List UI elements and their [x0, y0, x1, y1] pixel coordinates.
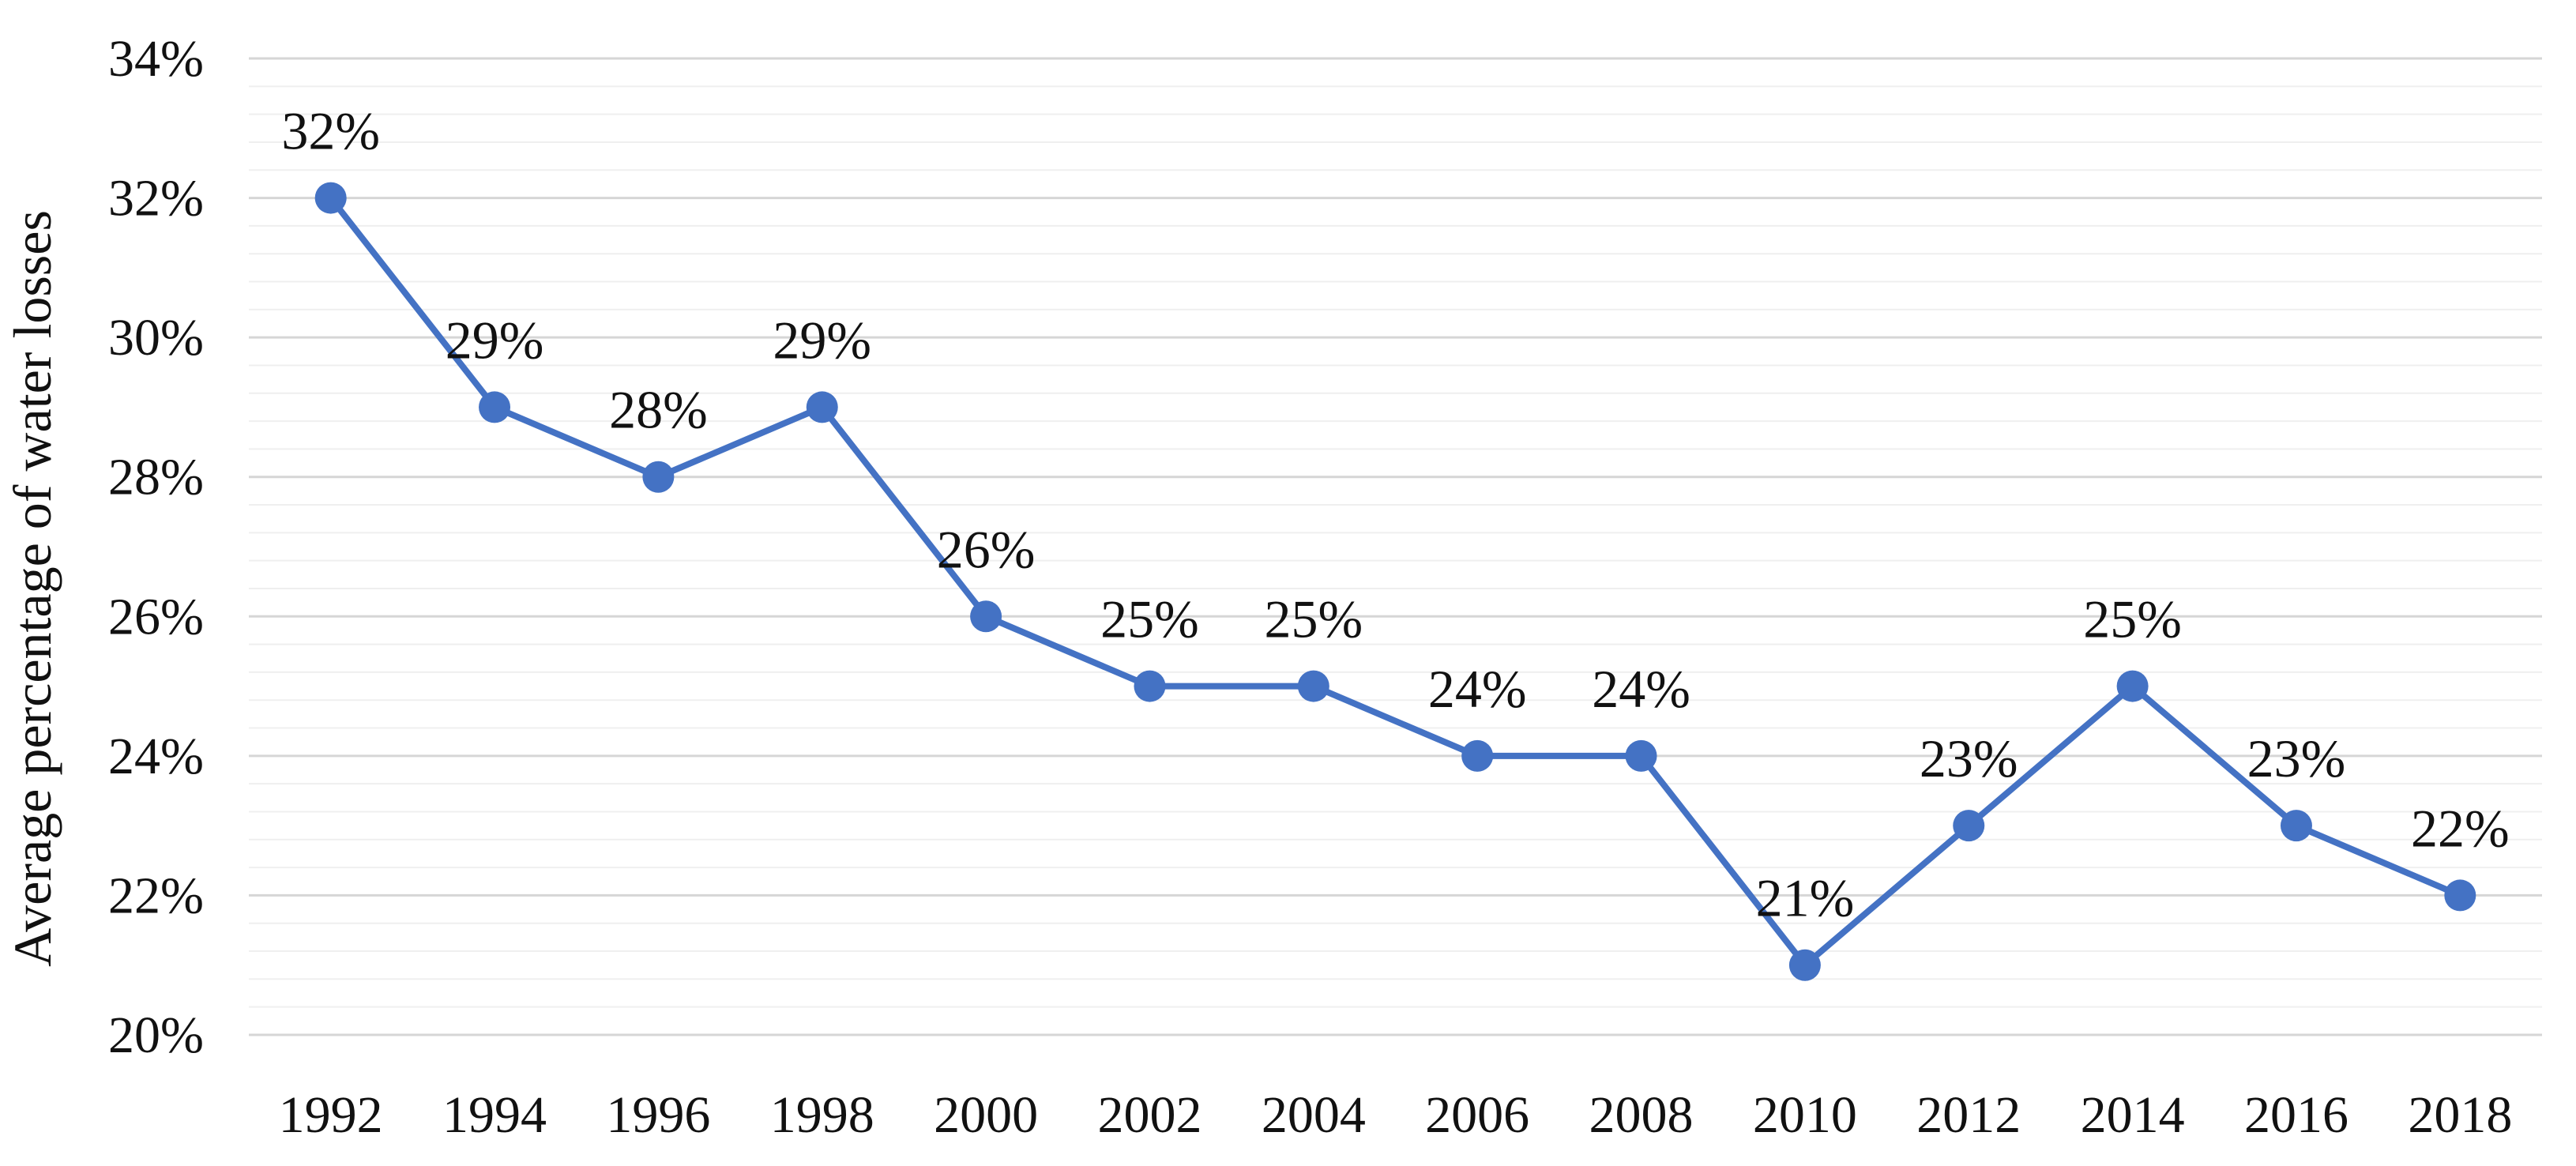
data-label-2002: 25% — [1100, 589, 1199, 649]
y-tick-label-32: 32% — [108, 170, 204, 228]
x-tick-label-1994: 1994 — [442, 1086, 547, 1144]
y-tick-label-20: 20% — [108, 1006, 204, 1064]
x-tick-label-2004: 2004 — [1262, 1086, 1366, 1144]
data-point-2012 — [1953, 810, 1985, 842]
x-tick-label-2016: 2016 — [2244, 1086, 2348, 1144]
x-tick-label-2014: 2014 — [2081, 1086, 2185, 1144]
data-point-1996 — [642, 461, 675, 493]
data-point-2014 — [2116, 670, 2149, 702]
x-tick-label-1992: 1992 — [279, 1086, 383, 1144]
data-label-2010: 21% — [1756, 868, 1855, 928]
data-point-2004 — [1297, 670, 1329, 702]
y-tick-label-24: 24% — [108, 728, 204, 785]
data-label-1992: 32% — [281, 101, 380, 161]
data-label-2006: 24% — [1428, 659, 1527, 719]
series-water-losses — [314, 182, 2476, 981]
data-point-2016 — [2280, 810, 2312, 842]
data-label-1996: 28% — [609, 380, 708, 440]
data-point-markers — [314, 182, 2476, 981]
y-tick-label-28: 28% — [108, 449, 204, 506]
x-tick-label-2010: 2010 — [1753, 1086, 1857, 1144]
x-tick-label-1996: 1996 — [606, 1086, 710, 1144]
y-tick-label-22: 22% — [108, 867, 204, 924]
data-label-2004: 25% — [1264, 589, 1363, 649]
x-tick-label-2006: 2006 — [1425, 1086, 1529, 1144]
y-tick-label-26: 26% — [108, 588, 204, 645]
x-tick-label-2012: 2012 — [1916, 1086, 2021, 1144]
x-tick-label-2002: 2002 — [1097, 1086, 1202, 1144]
data-label-2018: 22% — [2411, 798, 2510, 858]
data-point-2002 — [1134, 670, 1166, 702]
data-label-1994: 29% — [446, 310, 544, 370]
data-point-1998 — [806, 391, 838, 423]
y-tick-label-34: 34% — [108, 30, 204, 88]
data-label-2008: 24% — [1592, 659, 1690, 719]
data-point-2000 — [970, 600, 1002, 633]
data-label-2016: 23% — [2247, 728, 2346, 788]
gridlines-minor — [249, 85, 2542, 1008]
data-point-2008 — [1625, 739, 1657, 772]
y-axis-title: Average percentage of water losses — [2, 210, 62, 967]
x-tick-label-2018: 2018 — [2408, 1086, 2512, 1144]
data-label-2014: 25% — [2083, 589, 2182, 649]
gridlines-major — [249, 57, 2542, 1036]
data-point-2018 — [2444, 879, 2476, 912]
x-tick-label-2000: 2000 — [934, 1086, 1038, 1144]
data-label-2012: 23% — [1920, 728, 2018, 788]
y-tick-label-30: 30% — [108, 309, 204, 367]
data-point-2006 — [1461, 739, 1494, 772]
x-tick-label-2008: 2008 — [1589, 1086, 1694, 1144]
data-label-2000: 26% — [937, 519, 1036, 579]
data-point-2010 — [1788, 949, 1821, 981]
x-tick-label-1998: 1998 — [770, 1086, 874, 1144]
series-line — [327, 194, 2464, 969]
x-axis-tick-labels: 1992 1994 1996 1998 2000 2002 2004 2006 2008 2010… — [279, 1086, 2513, 1144]
data-labels: 32% 29% 28% 29% 26% 25% 25% 24% 24% 21% 23% 25% 23% 2… — [281, 101, 2509, 928]
y-axis-tick-labels: 20% 22% 24% 26% 28% 30% 32% 34% — [108, 30, 204, 1064]
data-label-1998: 29% — [773, 310, 871, 370]
data-point-1994 — [479, 391, 511, 423]
data-point-1992 — [314, 182, 347, 214]
